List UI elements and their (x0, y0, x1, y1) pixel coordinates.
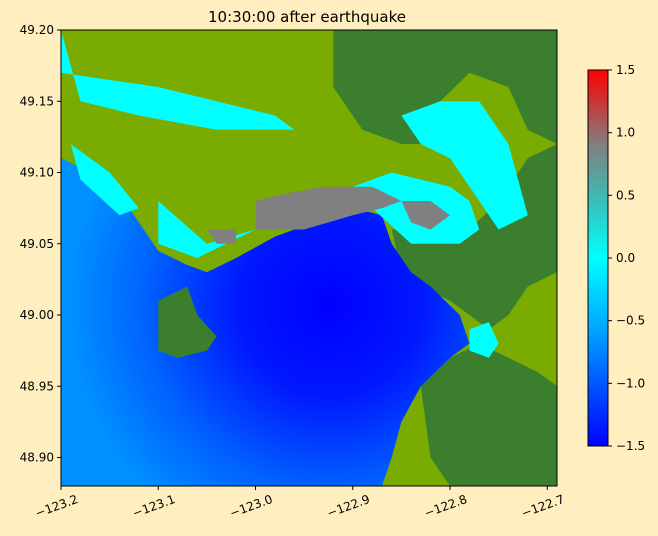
y-tick-label: 49.10 (20, 166, 54, 180)
x-tick-label: −123.1 (131, 492, 178, 520)
colorbar-tick-label: 0.0 (616, 251, 635, 265)
chart-title: 10:30:00 after earthquake (208, 8, 406, 26)
inundated-area (469, 322, 499, 358)
y-tick-label: 48.90 (20, 451, 54, 465)
x-axis: −123.2 −123.1 −123.0 −122.9 −122.8 −122.7 (33, 486, 566, 520)
north-uplands (333, 30, 557, 144)
x-tick-label: −122.7 (520, 492, 567, 520)
y-tick-label: 49.00 (20, 308, 54, 322)
y-tick-label: 49.15 (20, 94, 54, 108)
colorbar-tick-label: −0.5 (616, 314, 645, 328)
inundated-area (61, 30, 295, 130)
x-tick-label: −122.8 (422, 492, 469, 520)
x-tick-label: −123.0 (228, 492, 275, 520)
colorbar-tick-label: 0.5 (616, 188, 635, 202)
inundated-area (401, 101, 528, 230)
raised-surface-area (206, 229, 237, 244)
x-tick-label: −122.9 (325, 492, 372, 520)
raised-surface-area (401, 201, 450, 230)
y-tick-label: 49.05 (20, 237, 54, 251)
colorbar-tick-label: −1.5 (616, 439, 645, 453)
colorbar-tick-label: 1.5 (616, 63, 635, 77)
y-axis: 48.90 48.95 49.00 49.05 49.10 49.15 49.20 (20, 23, 61, 465)
water-surface (61, 158, 470, 486)
white-rock-uplands (420, 343, 557, 486)
colorbar (587, 69, 609, 447)
plot-frame (60, 29, 558, 487)
inundated-area (158, 172, 480, 258)
x-tick-label: −123.2 (33, 492, 80, 520)
colorbar-tick-label: 1.0 (616, 126, 635, 140)
colorbar-axis: −1.5 −1.0 −0.5 0.0 0.5 1.0 1.5 (608, 63, 645, 453)
map-layer (61, 30, 557, 486)
y-tick-label: 48.95 (20, 379, 54, 393)
y-tick-label: 49.20 (20, 23, 54, 37)
inundated-area (70, 144, 139, 216)
colorbar-tick-label: −1.0 (616, 376, 645, 390)
raised-surface-area (255, 186, 402, 230)
point-roberts-peninsula (158, 286, 217, 358)
